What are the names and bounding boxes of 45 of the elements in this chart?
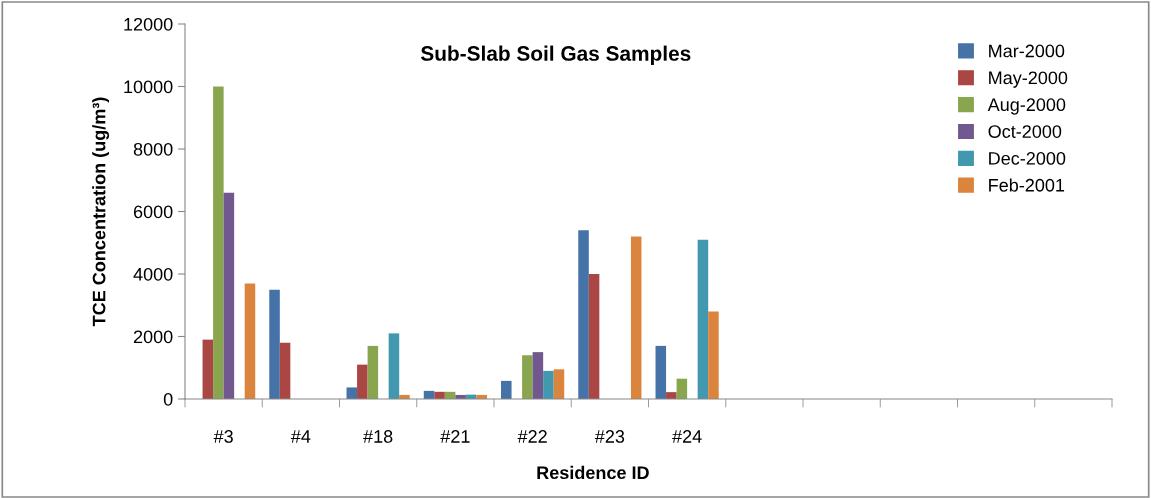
bar (202, 339, 214, 399)
legend-label: Dec-2000 (989, 152, 1066, 165)
legend-label: Oct-2000 (988, 125, 1062, 138)
y-tick-label: 0 (163, 392, 173, 406)
bar (666, 392, 677, 399)
x-tick-label: #18 (363, 430, 393, 443)
bar (244, 283, 256, 399)
y-tick-label: 8000 (133, 142, 173, 156)
bar (655, 345, 667, 399)
x-tick-label: #23 (594, 430, 625, 443)
bar (367, 345, 379, 399)
x-tick-label: #21 (440, 430, 470, 443)
bar (553, 369, 565, 399)
y-tick-label: 2000 (133, 330, 173, 344)
bar (269, 289, 280, 399)
legend-label: Feb-2001 (989, 178, 1065, 192)
bar (213, 86, 224, 399)
bar (588, 274, 600, 399)
bar (357, 364, 368, 399)
y-tick-label: 10000 (124, 80, 173, 94)
bar (543, 370, 554, 399)
legend-label: May-2000 (989, 71, 1068, 88)
bar (532, 352, 544, 399)
x-axis-title: Residence ID (537, 465, 649, 480)
bar (223, 192, 235, 399)
legend-label: Mar-2000 (989, 44, 1065, 58)
x-tick-label: #24 (672, 430, 702, 443)
bar (522, 355, 533, 399)
bar (279, 342, 291, 399)
legend-label: Aug-2000 (987, 98, 1066, 115)
y-axis-title: TCE Concentration (ug/m³) (92, 97, 110, 327)
text: Sub-Slab Soil Gas Samples (420, 45, 691, 65)
bar (346, 387, 358, 399)
y-tick-label: 12000 (124, 17, 173, 31)
bar (708, 311, 719, 399)
bar (578, 230, 589, 399)
y-tick-label: 6000 (133, 205, 173, 219)
x-tick-label: #4 (290, 430, 311, 443)
bar (388, 333, 400, 399)
bar (697, 239, 709, 399)
x-tick-label: #22 (517, 430, 547, 443)
y-tick-label: 4000 (133, 267, 173, 281)
x-tick-label: #3 (213, 430, 233, 443)
bar (501, 380, 512, 399)
bar (630, 236, 642, 399)
